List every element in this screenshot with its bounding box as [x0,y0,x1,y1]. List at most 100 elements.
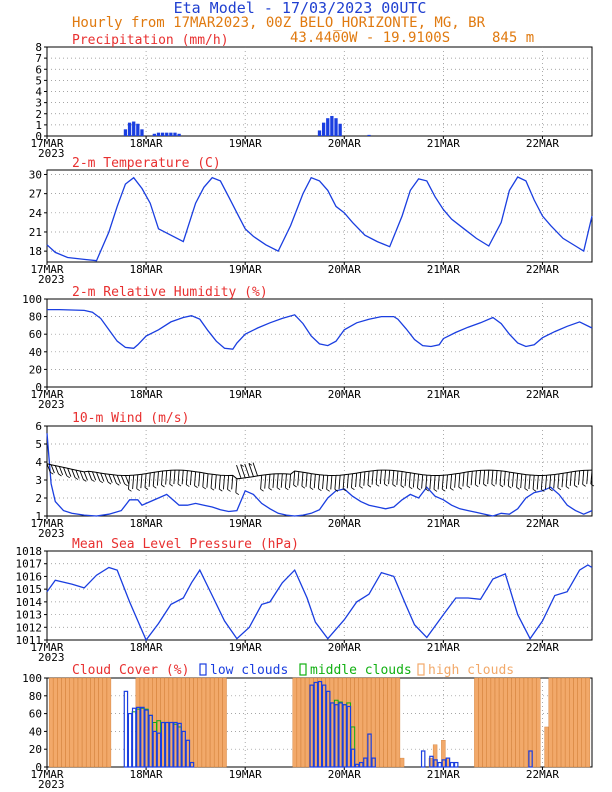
wind-barb [330,475,333,490]
wind-barb [528,475,531,490]
wind-barb [264,474,267,489]
y-tick-label: 7 [35,52,42,65]
wind-barb [112,474,117,484]
panel-title: 10-m Wind (m/s) [72,411,189,426]
x-year-label: 2023 [38,778,65,791]
wind-barb [235,478,238,493]
panel-4: 1 2 3 4 5 6 17MAR2023 18MAR 19MAR 20MAR 21MAR 22MAR… [30,411,595,540]
wind-barb [569,471,572,486]
high-cloud-bar [300,677,306,768]
y-tick-label: 1016 [16,570,43,583]
wind-barb-flag [384,483,388,487]
wind-barb-flag [91,479,95,482]
wind-barb [120,475,125,484]
x-year-label: 2023 [38,147,65,160]
wind-barb [189,471,192,486]
high-cloud-bar [515,677,520,768]
wind-barb [404,472,407,487]
low-cloud-bar [123,690,129,768]
x-tick-label: 22MAR [526,641,559,654]
wind-barb [450,474,453,489]
wind-barb-flag [248,462,253,466]
low-cloud-bar [342,704,347,768]
wind-barb [268,474,271,489]
low-cloud-bar [156,732,162,768]
wind-barb [91,471,97,481]
high-cloud-bar [569,677,574,768]
legend-swatch [299,663,307,676]
wind-barb [96,472,101,481]
high-cloud-bar [197,677,202,768]
high-cloud-bar [511,677,516,768]
wind-barb-flag [458,486,462,490]
wind-barb [144,473,147,488]
wind-barb-flag [582,484,586,487]
high-cloud-bar [387,677,392,768]
panel-title: Precipitation (mm/h) [72,33,229,48]
x-tick-label: 20MAR [328,517,361,530]
wind-barb-flag [136,488,140,491]
high-cloud-bar [201,677,207,768]
x-tick-label: 22MAR [526,388,559,401]
wind-barb-flag [450,488,454,491]
panel-frame [46,550,593,641]
low-cloud-bar [181,730,186,768]
low-cloud-bar [350,748,356,768]
low-cloud-bar [359,761,364,768]
wind-barb-flag [442,488,446,492]
wind-barb-flag [532,488,537,492]
wind-barb [520,474,523,489]
high-cloud-bar [292,677,297,768]
wind-barb [392,470,395,485]
wind-barb-flag [260,488,264,492]
wind-barb-flag [128,489,132,492]
wind-barb [474,470,477,485]
precip-bar [326,118,330,136]
low-cloud-bar [144,709,149,768]
low-cloud-bar [152,730,158,768]
low-cloud-bar [317,680,323,768]
x-tick-label: 19MAR [229,137,262,150]
wind-barb [231,475,234,490]
wind-barb-flag [219,488,223,492]
high-cloud-bar [106,677,112,768]
wind-barb [532,475,535,490]
high-cloud-bar [395,677,401,768]
y-tick-label: 20 [29,743,42,756]
wind-barb-flag [301,485,306,489]
panel-title: 2-m Temperature (C) [72,156,221,171]
high-cloud-bar [61,677,66,768]
wind-barb-flag [499,484,504,488]
y-tick-label: 1017 [16,558,43,571]
legend-label: low clouds [210,663,288,678]
wind-barb-flag [367,484,372,488]
wind-barb [355,473,358,488]
high-cloud-bar [358,677,363,768]
high-cloud-bar [86,677,91,768]
y-tick-label: 27 [29,188,42,201]
wind-barbs [46,462,595,496]
panel-6: 0 20 40 60 80 100 17MAR2023 18MAR 19MAR 20MAR 21MA… [22,663,593,791]
high-cloud-bar [585,677,591,768]
wind-barb [293,471,296,486]
wind-barb [173,470,176,485]
x-tick-label: 18MAR [130,263,163,276]
wind-barb [408,472,411,487]
wind-barb [194,471,197,486]
wind-barb [125,475,130,485]
x-tick-label: 22MAR [526,517,559,530]
y-tick-label: 4 [35,456,42,469]
wind-barb-flag [541,489,545,492]
wind-barb-flag [433,489,438,492]
precip-bar [317,130,322,136]
low-cloud-bar [127,712,133,768]
wind-barb [202,472,205,487]
low-cloud-bar [445,757,451,768]
wind-barb [280,473,283,488]
wind-barb [549,474,552,489]
high-cloud-bar [370,677,376,768]
wind-barb [384,470,387,485]
wind-barb-flag [235,492,240,496]
